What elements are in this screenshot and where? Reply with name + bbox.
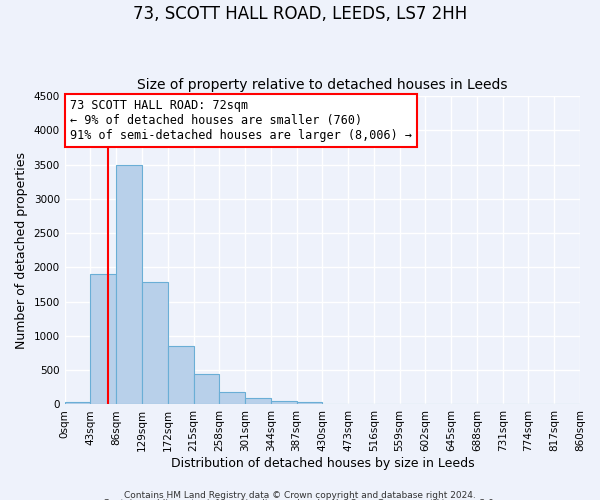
X-axis label: Distribution of detached houses by size in Leeds: Distribution of detached houses by size … [170, 457, 474, 470]
Bar [271, 400, 296, 404]
Text: 73, SCOTT HALL ROAD, LEEDS, LS7 2HH: 73, SCOTT HALL ROAD, LEEDS, LS7 2HH [133, 5, 467, 23]
Title: Size of property relative to detached houses in Leeds: Size of property relative to detached ho… [137, 78, 508, 92]
Text: 73 SCOTT HALL ROAD: 72sqm
← 9% of detached houses are smaller (760)
91% of semi-: 73 SCOTT HALL ROAD: 72sqm ← 9% of detach… [70, 99, 412, 142]
Bar [65, 402, 91, 404]
Bar [296, 402, 322, 404]
Text: Contains public sector information licensed under the Open Government Licence v3: Contains public sector information licen… [103, 499, 497, 500]
Bar [168, 346, 193, 405]
Bar [193, 374, 219, 404]
Bar [91, 274, 116, 404]
Bar [142, 282, 168, 405]
Bar [116, 164, 142, 404]
Bar [219, 392, 245, 404]
Bar [245, 398, 271, 404]
Text: Contains HM Land Registry data © Crown copyright and database right 2024.: Contains HM Land Registry data © Crown c… [124, 490, 476, 500]
Y-axis label: Number of detached properties: Number of detached properties [15, 152, 28, 348]
